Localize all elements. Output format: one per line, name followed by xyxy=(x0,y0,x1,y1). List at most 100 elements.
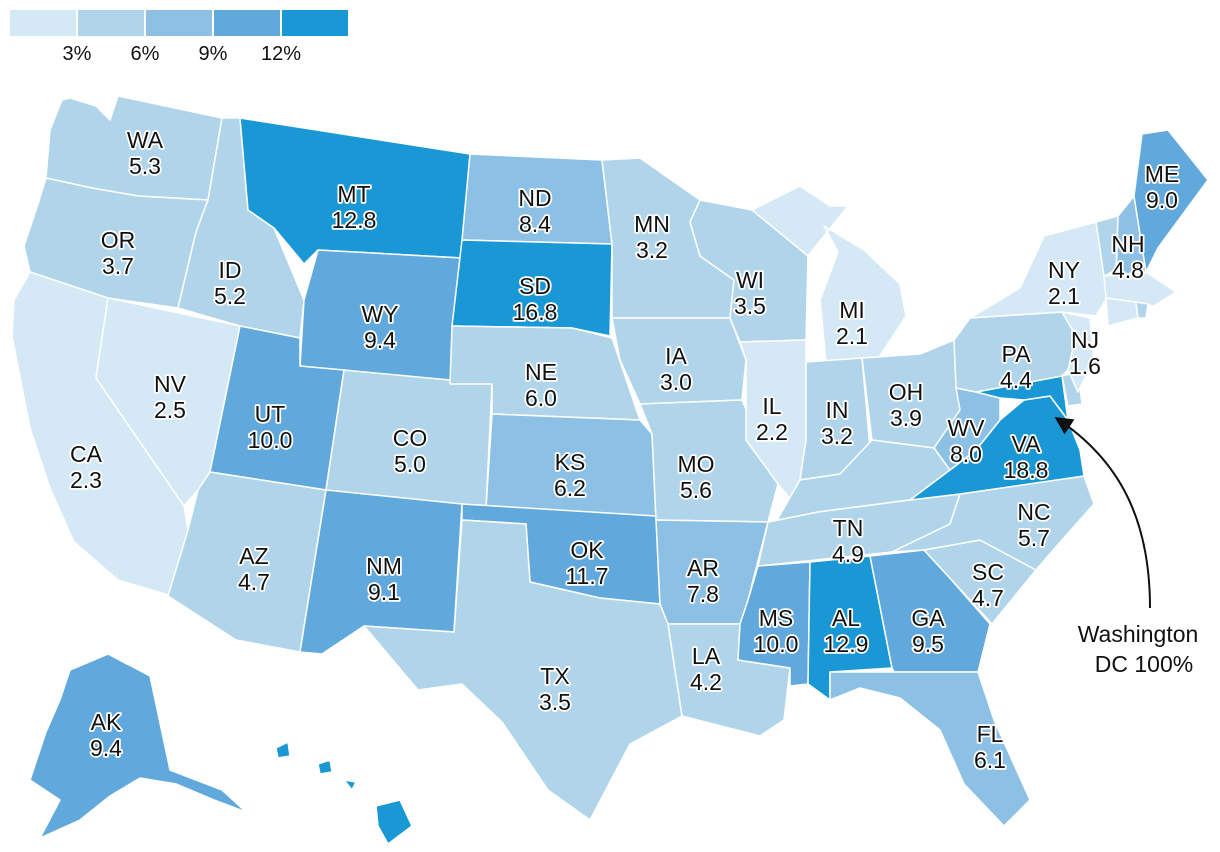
state-label-al: AL xyxy=(832,605,860,631)
state-value-il: 2.2 xyxy=(756,419,788,445)
dc-annotation: Washington DC 100% xyxy=(1054,417,1199,677)
state-value-nj: 1.6 xyxy=(1069,353,1101,379)
state-label-ne: NE xyxy=(525,359,557,385)
state-value-mn: 3.2 xyxy=(636,237,668,263)
legend-swatch xyxy=(282,10,348,36)
state-ma xyxy=(1103,271,1177,307)
state-value-ny: 2.1 xyxy=(1048,283,1080,309)
legend-tick-label: 9% xyxy=(199,43,228,65)
state-nj xyxy=(1061,311,1095,393)
state-label-ca: CA xyxy=(70,441,103,467)
state-tx xyxy=(363,519,683,821)
state-label-ga: GA xyxy=(911,605,945,631)
state-ak xyxy=(29,653,247,839)
state-value-mi: 2.1 xyxy=(836,323,868,349)
state-label-id: ID xyxy=(219,257,242,283)
state-label-ar: AR xyxy=(687,555,719,581)
state-hi xyxy=(275,741,413,845)
legend: 3% 6% 9% 12% xyxy=(10,10,348,65)
state-label-az: AZ xyxy=(239,543,268,569)
state-value-oh: 3.9 xyxy=(890,405,922,431)
state-label-mi: MI xyxy=(839,297,865,323)
state-value-ar: 7.8 xyxy=(687,581,719,607)
state-label-nh: NH xyxy=(1111,231,1144,257)
legend-tick-label: 12% xyxy=(261,43,301,65)
state-value-in: 3.2 xyxy=(821,423,853,449)
state-label-wa: WA xyxy=(127,127,164,153)
dc-annotation-line2: DC 100% xyxy=(1095,651,1193,677)
state-label-ak: AK xyxy=(91,709,122,735)
state-value-pa: 4.4 xyxy=(1000,367,1032,393)
state-label-nc: NC xyxy=(1017,499,1050,525)
state-value-va: 18.8 xyxy=(1004,457,1049,483)
state-label-ia: IA xyxy=(665,343,687,369)
state-ny xyxy=(969,221,1109,319)
state-label-or: OR xyxy=(101,227,136,253)
dc-arrow xyxy=(1054,417,1151,609)
state-label-me: ME xyxy=(1145,161,1180,187)
legend-swatch xyxy=(78,10,144,36)
state-label-tx: TX xyxy=(540,663,569,689)
state-value-nm: 9.1 xyxy=(368,579,400,605)
state-value-nh: 4.8 xyxy=(1112,257,1144,283)
legend-swatch xyxy=(146,10,212,36)
state-value-fl: 6.1 xyxy=(974,747,1006,773)
state-value-nc: 5.7 xyxy=(1018,525,1050,551)
state-value-ak: 9.4 xyxy=(90,735,122,761)
state-value-wv: 8.0 xyxy=(950,441,982,467)
state-value-ne: 6.0 xyxy=(525,385,557,411)
state-value-ia: 3.0 xyxy=(660,369,692,395)
state-label-sc: SC xyxy=(972,559,1004,585)
state-label-nv: NV xyxy=(154,371,187,397)
legend-tick-label: 6% xyxy=(131,43,160,65)
state-value-sd: 16.8 xyxy=(513,299,558,325)
state-value-az: 4.7 xyxy=(238,569,270,595)
state-value-ca: 2.3 xyxy=(70,467,102,493)
state-il xyxy=(739,339,807,507)
state-label-ms: MS xyxy=(759,605,794,631)
state-label-mn: MN xyxy=(634,211,670,237)
state-fl xyxy=(829,671,1031,827)
state-label-ks: KS xyxy=(555,449,586,475)
state-label-sd: SD xyxy=(519,273,551,299)
state-label-ny: NY xyxy=(1048,257,1080,283)
state-value-tn: 4.9 xyxy=(832,541,864,567)
state-label-tn: TN xyxy=(833,515,864,541)
state-value-al: 12.9 xyxy=(824,631,869,657)
state-label-mo: MO xyxy=(677,451,714,477)
legend-tick-label: 3% xyxy=(63,43,92,65)
state-value-sc: 4.7 xyxy=(972,585,1004,611)
state-label-pa: PA xyxy=(1002,341,1032,367)
state-label-fl: FL xyxy=(977,721,1004,747)
state-labels: WA 5.3 OR 3.7 CA 2.3 NV 2.5 ID 5.2 MT 12… xyxy=(68,125,1181,775)
state-value-id: 5.2 xyxy=(214,283,246,309)
state-value-tx: 3.5 xyxy=(539,689,571,715)
legend-swatch xyxy=(214,10,280,36)
state-label-in: IN xyxy=(826,397,849,423)
state-value-ms: 10.0 xyxy=(754,631,799,657)
state-label-va: VA xyxy=(1012,431,1042,457)
state-label-ok: OK xyxy=(570,537,604,563)
state-ct xyxy=(1105,297,1139,327)
state-value-wi: 3.5 xyxy=(734,293,766,319)
state-ri xyxy=(1135,301,1149,319)
state-label-wi: WI xyxy=(736,267,764,293)
state-label-ut: UT xyxy=(255,401,286,427)
state-value-wy: 9.4 xyxy=(364,327,396,353)
state-value-mo: 5.6 xyxy=(680,477,712,503)
state-label-mt: MT xyxy=(337,181,370,207)
state-shapes xyxy=(11,95,1209,845)
state-value-la: 4.2 xyxy=(690,669,722,695)
state-label-la: LA xyxy=(692,643,721,669)
dc-annotation-line1: Washington xyxy=(1078,621,1199,647)
state-label-wy: WY xyxy=(361,301,398,327)
state-value-ok: 11.7 xyxy=(565,563,608,589)
state-label-nm: NM xyxy=(366,553,402,579)
legend-swatch xyxy=(10,10,76,36)
state-value-ga: 9.5 xyxy=(912,631,944,657)
state-label-il: IL xyxy=(762,393,781,419)
state-label-wv: WV xyxy=(947,415,985,441)
state-value-or: 3.7 xyxy=(102,253,134,279)
state-label-oh: OH xyxy=(889,379,924,405)
